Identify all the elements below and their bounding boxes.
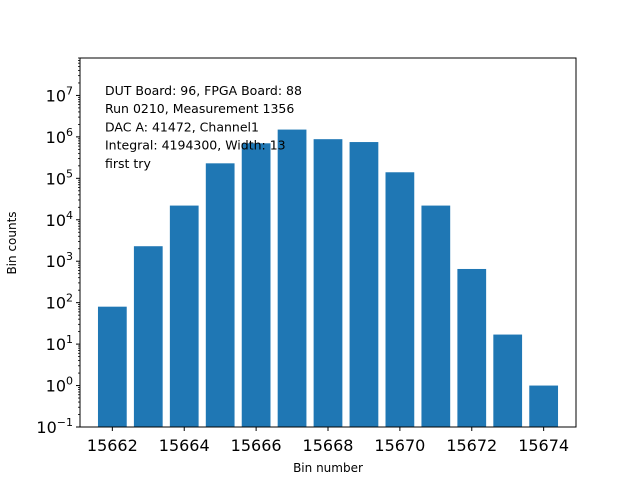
y-tick-label: 100 [46,375,73,396]
bar-15665 [205,163,235,427]
y-tick-base: 10 [46,128,66,147]
bar-15668 [313,139,343,427]
y-tick-exponent: 1 [66,333,73,346]
y-tick-label: 102 [46,292,73,313]
annotation-line: Run 0210, Measurement 1356 [105,101,294,116]
x-tick-label: 15664 [159,436,210,455]
y-tick-exponent: 7 [66,84,73,97]
y-tick-label: 105 [46,167,73,188]
y-tick-label: 104 [46,209,73,230]
y-tick-label: 107 [46,84,73,105]
y-tick-exponent: 2 [66,292,73,305]
y-tick-base: 10 [46,252,66,271]
y-tick-base: 10 [46,211,66,230]
x-tick-label: 15662 [87,436,138,455]
bar-15671 [421,205,451,427]
y-tick-exponent: 0 [66,375,73,388]
y-tick-label: 10−1 [36,416,73,437]
y-tick-exponent: 3 [66,250,73,263]
y-tick-exponent: 6 [66,126,73,139]
y-tick-exponent: 5 [66,167,73,180]
annotation-line: first try [105,156,151,171]
bar-15673 [493,334,523,427]
y-axis-label: Bin counts [5,211,19,274]
annotation-line: DAC A: 41472, Channel1 [105,119,259,134]
y-tick-exponent: −1 [57,416,73,429]
plot-frame [79,57,577,428]
x-tick-label: 15670 [374,436,425,455]
y-tick-base: 10 [46,169,66,188]
x-tick-label: 15666 [231,436,282,455]
bar-15663 [133,246,163,427]
annotation-block: DUT Board: 96, FPGA Board: 88 Run 0210, M… [105,83,302,171]
x-tick-label: 15674 [518,436,569,455]
bar-15669 [349,142,379,428]
y-tick-base: 10 [46,86,66,105]
y-tick-label: 106 [46,126,73,147]
bar-15670 [385,172,415,427]
bar-15674 [529,385,559,427]
y-tick-label: 103 [46,250,73,271]
y-tick-exponent: 4 [66,209,73,222]
y-tick-base: 10 [46,294,66,313]
y-tick-base: 10 [46,377,66,396]
bar-15662 [97,306,127,427]
bar-15664 [169,205,199,427]
y-tick-base: 10 [36,418,56,437]
annotation-line: DUT Board: 96, FPGA Board: 88 [105,83,302,98]
bar-15666 [241,143,271,428]
bars-group [97,129,559,428]
annotation-line: Integral: 4194300, Width: 13 [105,138,286,153]
bar-15672 [457,268,487,427]
x-axis-label: Bin number [293,461,363,475]
x-tick-label: 15668 [303,436,354,455]
bar-15667 [277,129,307,427]
y-tick-base: 10 [46,335,66,354]
x-tick-label: 15672 [446,436,497,455]
y-tick-label: 101 [46,333,73,354]
